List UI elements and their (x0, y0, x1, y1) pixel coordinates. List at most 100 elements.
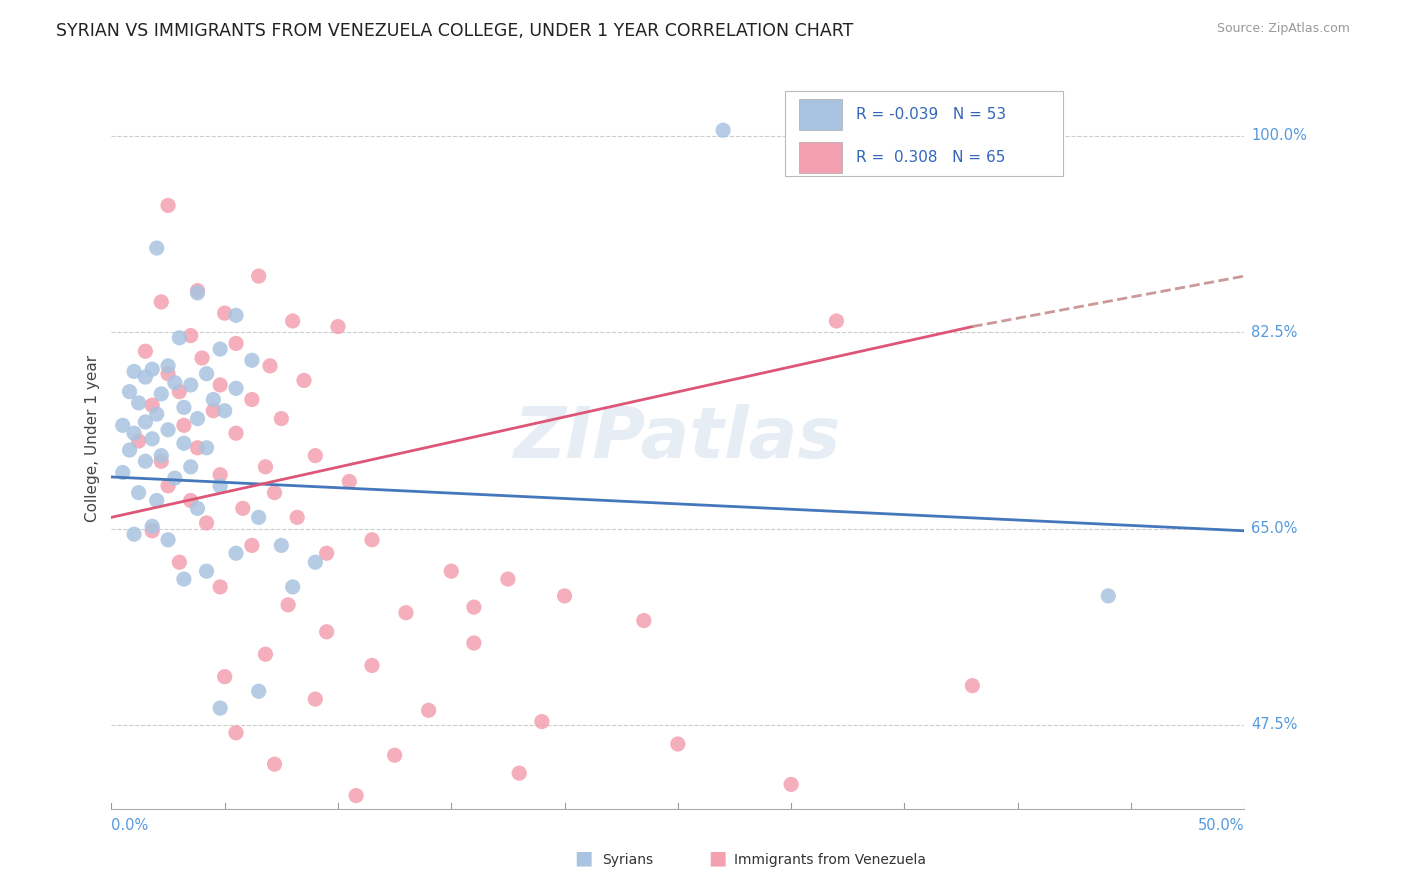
Point (361, 533, 384, 547)
Point (128, 485, 150, 500)
Point (195, 516, 218, 530)
Point (173, 418, 195, 433)
FancyBboxPatch shape (799, 99, 842, 130)
Text: 0.0%: 0.0% (111, 818, 149, 833)
Point (186, 411, 208, 425)
Text: ■: ■ (574, 848, 593, 867)
Point (292, 374, 315, 388)
Point (173, 436, 195, 450)
Point (128, 434, 150, 448)
Point (285, 510, 308, 524)
Point (337, 475, 360, 489)
Point (173, 572, 195, 586)
Point (254, 647, 277, 661)
Point (195, 441, 218, 455)
Point (141, 519, 163, 533)
Text: 100.0%: 100.0% (1251, 128, 1308, 144)
Point (263, 485, 285, 500)
Point (157, 198, 180, 212)
Point (418, 703, 440, 717)
Point (277, 598, 299, 612)
Point (209, 467, 232, 482)
Point (496, 572, 519, 586)
Point (180, 378, 202, 392)
Point (326, 319, 349, 334)
Point (254, 459, 277, 474)
Point (225, 725, 247, 739)
Point (195, 367, 218, 381)
Point (186, 284, 208, 298)
Point (111, 466, 134, 480)
Point (202, 403, 225, 417)
Point (962, 679, 984, 693)
Point (315, 546, 337, 560)
Point (225, 426, 247, 441)
Point (530, 714, 553, 729)
Point (281, 314, 304, 328)
Point (304, 449, 326, 463)
Point (118, 443, 141, 458)
Point (128, 396, 150, 410)
Text: R =  0.308   N = 65: R = 0.308 N = 65 (856, 150, 1005, 165)
Point (247, 269, 270, 284)
Point (145, 493, 167, 508)
Point (225, 309, 247, 323)
FancyBboxPatch shape (786, 91, 1063, 176)
Point (225, 336, 247, 351)
Point (232, 501, 254, 516)
Text: R = -0.039   N = 53: R = -0.039 N = 53 (856, 107, 1005, 122)
FancyBboxPatch shape (799, 142, 842, 172)
Point (711, 123, 734, 137)
Text: ZIPatlas: ZIPatlas (515, 404, 842, 474)
Point (247, 510, 270, 524)
Point (163, 471, 186, 485)
Point (304, 692, 326, 706)
Point (825, 314, 848, 328)
Point (240, 538, 263, 552)
Point (134, 415, 156, 429)
Point (157, 479, 180, 493)
Point (150, 387, 173, 401)
Point (315, 624, 337, 639)
Point (163, 376, 186, 390)
Text: ■: ■ (707, 848, 727, 867)
Point (463, 600, 485, 615)
Point (209, 580, 232, 594)
Point (169, 384, 191, 399)
Point (202, 392, 225, 407)
Point (395, 606, 418, 620)
Point (157, 359, 180, 373)
Point (191, 351, 214, 365)
Text: 47.5%: 47.5% (1251, 717, 1298, 732)
Point (141, 398, 163, 412)
Point (145, 241, 167, 255)
Point (361, 658, 384, 673)
Point (186, 501, 208, 516)
Point (225, 546, 247, 560)
Point (214, 403, 236, 417)
Point (554, 589, 576, 603)
Point (150, 449, 173, 463)
Point (214, 306, 236, 320)
Text: 65.0%: 65.0% (1251, 521, 1298, 536)
Point (157, 367, 180, 381)
Point (463, 636, 485, 650)
Point (180, 328, 202, 343)
Point (344, 789, 367, 803)
Point (141, 524, 163, 538)
Point (263, 757, 285, 772)
Point (141, 432, 163, 446)
Point (209, 342, 232, 356)
Point (195, 564, 218, 578)
Point (122, 426, 145, 441)
Point (111, 418, 134, 433)
Point (141, 362, 163, 376)
Point (150, 454, 173, 468)
Point (209, 701, 232, 715)
Point (209, 378, 232, 392)
Point (122, 364, 145, 378)
Text: Source: ZipAtlas.com: Source: ZipAtlas.com (1216, 22, 1350, 36)
Point (173, 401, 195, 415)
Point (240, 392, 263, 407)
Point (186, 285, 208, 300)
